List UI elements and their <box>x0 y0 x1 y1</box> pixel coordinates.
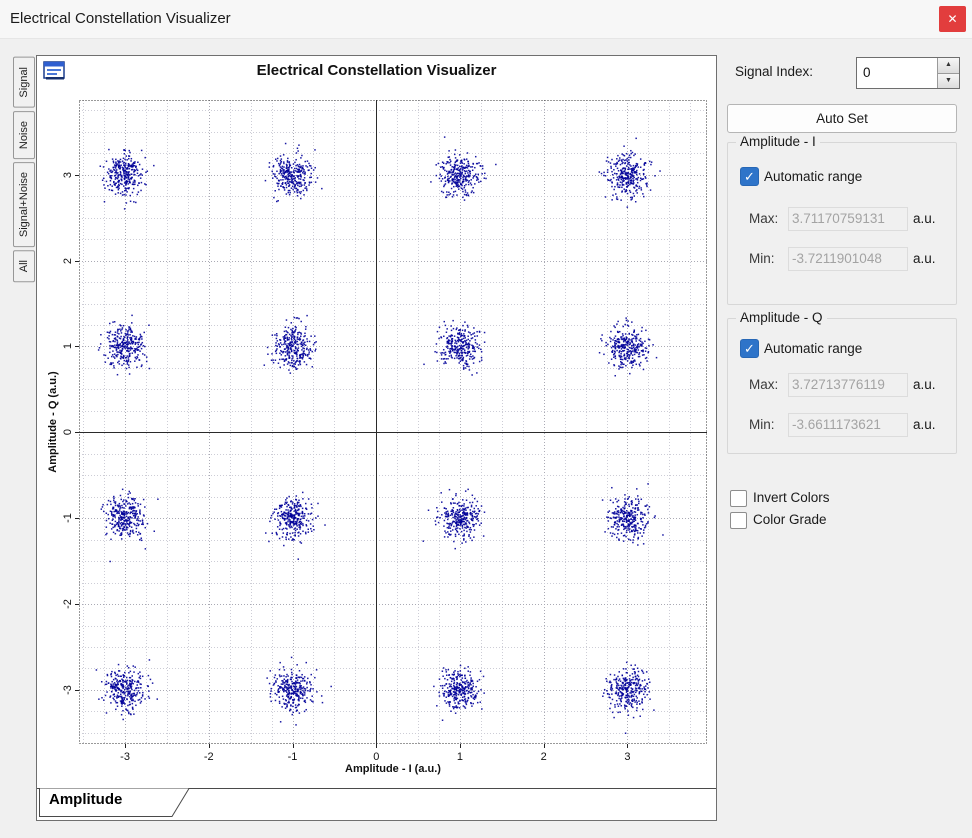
amplitude-q-group-label: Amplitude - Q <box>736 310 827 325</box>
window-title: Electrical Constellation Visualizer <box>10 10 231 27</box>
amplitude-i-max-label: Max: <box>749 211 779 226</box>
amplitude-tab[interactable]: Amplitude <box>49 791 123 808</box>
amplitude-q-auto-range-label: Automatic range <box>764 341 863 356</box>
constellation-plot <box>67 96 713 758</box>
amplitude-i-auto-range-checkbox[interactable]: ✓ <box>740 167 759 186</box>
domain-tabs: Signal Noise Signal+Noise All <box>13 57 35 283</box>
spin-up-button[interactable]: ▲ <box>938 58 959 74</box>
amplitude-i-min-label: Min: <box>749 251 775 266</box>
spin-down-button[interactable]: ▼ <box>938 73 959 88</box>
title-bar: Electrical Constellation Visualizer ✕ <box>0 0 972 39</box>
amplitude-q-min-field[interactable]: -3.6611173621 <box>788 413 908 437</box>
close-icon: ✕ <box>947 12 958 26</box>
signal-index-value[interactable]: 0 <box>863 65 871 80</box>
tab-signal[interactable]: Signal <box>13 57 35 108</box>
amplitude-i-min-field[interactable]: -3.7211901048 <box>788 247 908 271</box>
amplitude-i-max-unit: a.u. <box>913 211 936 226</box>
signal-index-stepper[interactable]: 0 ▲ ▼ <box>856 57 960 89</box>
tab-signal-noise[interactable]: Signal+Noise <box>13 161 35 247</box>
chevron-down-icon: ▼ <box>945 76 952 84</box>
auto-set-button[interactable]: Auto Set <box>727 104 957 133</box>
x-axis-label: Amplitude - I (a.u.) <box>345 763 441 775</box>
amplitude-i-min-unit: a.u. <box>913 251 936 266</box>
chart-title: Electrical Constellation Visualizer <box>256 62 497 79</box>
amplitude-q-min-label: Min: <box>749 417 775 432</box>
color-grade-checkbox[interactable] <box>730 512 747 529</box>
amplitude-q-max-label: Max: <box>749 377 779 392</box>
amplitude-i-max-field[interactable]: 3.71170759131 <box>788 207 908 231</box>
amplitude-q-auto-range-checkbox[interactable]: ✓ <box>740 339 759 358</box>
amplitude-q-group: Amplitude - Q ✓ Automatic range Max: 3.7… <box>727 310 957 454</box>
check-icon: ✓ <box>744 169 755 184</box>
close-button[interactable]: ✕ <box>939 6 966 32</box>
check-icon: ✓ <box>744 341 755 356</box>
amplitude-i-group: Amplitude - I ✓ Automatic range Max: 3.7… <box>727 134 957 305</box>
tab-all[interactable]: All <box>13 249 35 283</box>
chart-frame: Electrical Constellation Visualizer -3 -2… <box>36 55 717 821</box>
y-axis-label: Amplitude - Q (a.u.) <box>47 371 59 473</box>
invert-colors-label: Invert Colors <box>753 490 830 505</box>
amplitude-i-auto-range-label: Automatic range <box>764 169 863 184</box>
amplitude-q-min-unit: a.u. <box>913 417 936 432</box>
amplitude-q-max-unit: a.u. <box>913 377 936 392</box>
invert-colors-checkbox[interactable] <box>730 490 747 507</box>
bottom-tab-bar <box>37 788 716 817</box>
spinner-buttons: ▲ ▼ <box>937 58 959 88</box>
amplitude-i-group-label: Amplitude - I <box>736 134 820 149</box>
amplitude-q-max-field[interactable]: 3.72713776119 <box>788 373 908 397</box>
signal-index-label: Signal Index: <box>735 64 814 79</box>
graph-tools-icon[interactable] <box>43 61 67 81</box>
chevron-up-icon: ▲ <box>945 61 952 69</box>
color-grade-label: Color Grade <box>753 512 827 527</box>
tab-noise[interactable]: Noise <box>13 110 35 159</box>
